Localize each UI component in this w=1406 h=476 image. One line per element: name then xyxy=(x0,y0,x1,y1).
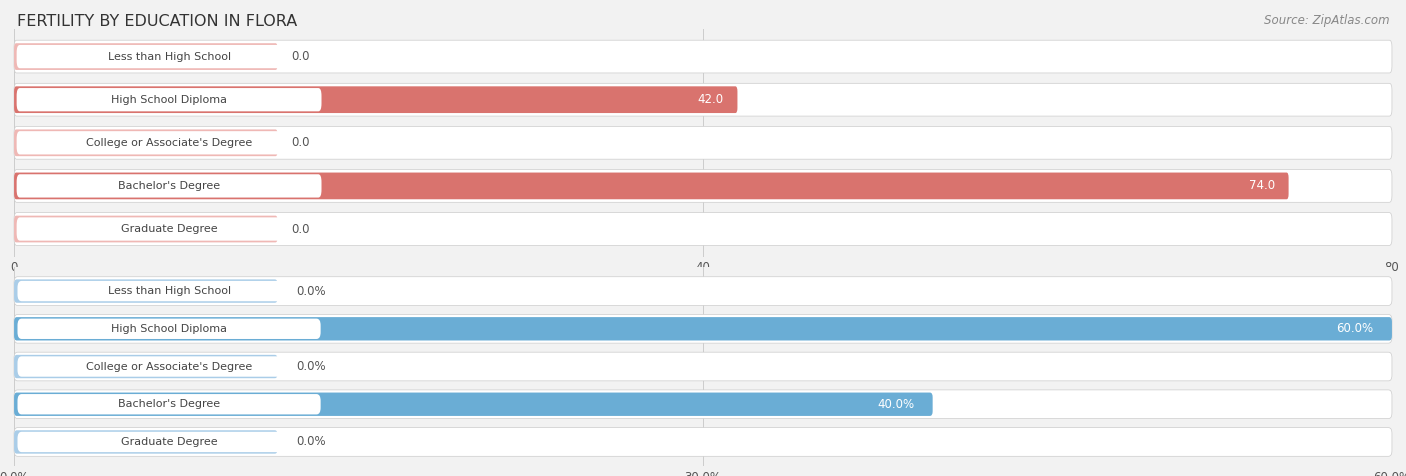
Text: Graduate Degree: Graduate Degree xyxy=(121,224,218,234)
FancyBboxPatch shape xyxy=(14,43,277,70)
FancyBboxPatch shape xyxy=(14,213,1392,246)
FancyBboxPatch shape xyxy=(14,40,1392,73)
Text: 0.0%: 0.0% xyxy=(295,436,326,448)
Text: Source: ZipAtlas.com: Source: ZipAtlas.com xyxy=(1264,14,1389,27)
FancyBboxPatch shape xyxy=(14,427,1392,456)
Text: 40.0%: 40.0% xyxy=(877,398,914,411)
Text: Less than High School: Less than High School xyxy=(107,286,231,296)
Text: 74.0: 74.0 xyxy=(1249,179,1275,192)
Text: 0.0%: 0.0% xyxy=(295,360,326,373)
FancyBboxPatch shape xyxy=(14,317,1392,340)
FancyBboxPatch shape xyxy=(17,88,322,111)
FancyBboxPatch shape xyxy=(14,129,277,156)
Text: FERTILITY BY EDUCATION IN FLORA: FERTILITY BY EDUCATION IN FLORA xyxy=(17,14,297,30)
FancyBboxPatch shape xyxy=(14,127,1392,159)
FancyBboxPatch shape xyxy=(14,393,932,416)
FancyBboxPatch shape xyxy=(14,390,1392,418)
FancyBboxPatch shape xyxy=(17,318,321,339)
Text: College or Associate's Degree: College or Associate's Degree xyxy=(86,138,252,148)
Text: College or Associate's Degree: College or Associate's Degree xyxy=(86,361,252,372)
FancyBboxPatch shape xyxy=(17,218,322,241)
FancyBboxPatch shape xyxy=(14,352,1392,381)
FancyBboxPatch shape xyxy=(14,279,277,303)
FancyBboxPatch shape xyxy=(14,172,1289,199)
FancyBboxPatch shape xyxy=(14,169,1392,202)
FancyBboxPatch shape xyxy=(14,216,277,242)
Text: 60.0%: 60.0% xyxy=(1337,322,1374,335)
Text: Less than High School: Less than High School xyxy=(107,51,231,61)
Text: 0.0: 0.0 xyxy=(291,50,309,63)
Text: 0.0: 0.0 xyxy=(291,222,309,236)
FancyBboxPatch shape xyxy=(14,83,1392,116)
FancyBboxPatch shape xyxy=(17,174,322,198)
FancyBboxPatch shape xyxy=(14,277,1392,306)
FancyBboxPatch shape xyxy=(17,131,322,154)
FancyBboxPatch shape xyxy=(17,281,321,301)
Text: 0.0%: 0.0% xyxy=(295,285,326,298)
FancyBboxPatch shape xyxy=(17,432,321,452)
Text: 0.0: 0.0 xyxy=(291,136,309,149)
Text: Bachelor's Degree: Bachelor's Degree xyxy=(118,181,221,191)
Text: High School Diploma: High School Diploma xyxy=(111,95,228,105)
FancyBboxPatch shape xyxy=(17,357,321,377)
FancyBboxPatch shape xyxy=(17,45,322,68)
FancyBboxPatch shape xyxy=(14,430,277,454)
FancyBboxPatch shape xyxy=(14,315,1392,343)
Text: Bachelor's Degree: Bachelor's Degree xyxy=(118,399,221,409)
Text: 42.0: 42.0 xyxy=(697,93,724,106)
FancyBboxPatch shape xyxy=(14,355,277,378)
FancyBboxPatch shape xyxy=(17,394,321,415)
Text: Graduate Degree: Graduate Degree xyxy=(121,437,218,447)
Text: High School Diploma: High School Diploma xyxy=(111,324,228,334)
FancyBboxPatch shape xyxy=(14,86,738,113)
